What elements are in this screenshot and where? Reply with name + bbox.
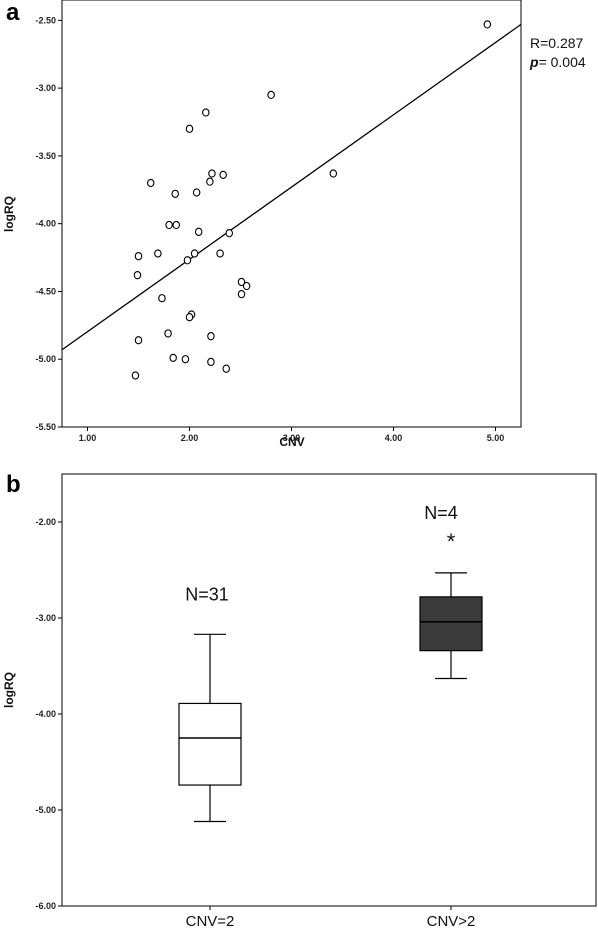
scatter-x-ticks: 1.00 2.00 3.00 4.00 5.00 [79, 427, 505, 443]
box-category-labels: CNV=2 CNV>2 [186, 906, 476, 930]
x-tick-label: 2.00 [181, 433, 199, 443]
iqr-box [419, 596, 483, 652]
scatter-point [183, 256, 192, 265]
scatter-point [237, 290, 246, 299]
y-tick-label: -3.50 [35, 151, 56, 161]
y-tick-label: -3.00 [35, 613, 56, 623]
scatter-plot-frame [61, 0, 522, 428]
x-tick-label: 3.00 [283, 433, 301, 443]
category-label: CNV>2 [427, 913, 476, 930]
scatter-point [267, 90, 275, 100]
panel-a-letter: a [6, 0, 20, 26]
y-tick-label: -5.00 [35, 354, 56, 364]
y-tick-label: -4.00 [35, 709, 56, 719]
box-y-axis-title: logRQ [2, 672, 16, 708]
y-tick-label: -2.50 [35, 15, 56, 25]
scatter-point [483, 20, 492, 29]
scatter-point [237, 277, 246, 287]
box-2: N=4 [419, 503, 483, 680]
scatter-point [216, 249, 224, 258]
correlation-p-value: p= 0.004 [529, 54, 586, 70]
panel-b-letter: b [6, 471, 21, 498]
box-plot-frame [61, 473, 597, 907]
box-plot-boxes: N=31 N=4 [178, 503, 483, 823]
p-symbol: p [529, 54, 539, 70]
scatter-point [202, 108, 210, 117]
x-tick-label: 1.00 [79, 433, 97, 443]
scatter-point [208, 169, 216, 178]
scatter-point [225, 229, 234, 238]
scatter-point [185, 124, 194, 133]
box-y-ticks: -2.00 -3.00 -4.00 -5.00 -6.00 [35, 517, 62, 911]
y-tick-label: -2.00 [35, 517, 56, 527]
scatter-plot: -2.50 -3.00 -3.50 -4.00 -4.50 -5.00 -5.50 1.00… [2, 0, 522, 449]
y-tick-label: -4.50 [35, 286, 56, 296]
scatter-point [219, 170, 227, 180]
scatter-point [194, 227, 203, 236]
y-tick-label: -5.00 [35, 805, 56, 815]
category-label: CNV=2 [186, 913, 235, 930]
scatter-x-axis-title: CNV [279, 435, 304, 449]
scatter-point [181, 355, 190, 364]
x-tick-label: 5.00 [487, 433, 505, 443]
scatter-point [131, 371, 140, 380]
box-1: N=31 [178, 584, 242, 823]
scatter-point [134, 252, 143, 261]
p-number: = 0.004 [539, 54, 586, 70]
scatter-point [164, 329, 172, 338]
scatter-point [133, 271, 142, 280]
scatter-points [131, 20, 492, 380]
scatter-point [242, 281, 251, 291]
scatter-point [207, 357, 215, 367]
scatter-y-ticks: -2.50 -3.00 -3.50 -4.00 -4.50 -5.00 -5.50 [35, 15, 62, 432]
y-tick-label: -4.00 [35, 219, 56, 229]
scatter-point [134, 336, 143, 345]
scatter-point [190, 249, 199, 258]
scatter-point [206, 177, 214, 186]
scatter-point [158, 294, 166, 303]
x-tick-label: 4.00 [385, 433, 403, 443]
scatter-point [329, 169, 338, 178]
sample-size-label: N=31 [185, 584, 229, 604]
scatter-point [172, 220, 180, 230]
scatter-point [192, 188, 201, 197]
y-tick-label: -3.00 [35, 83, 56, 93]
iqr-box [178, 702, 242, 786]
scatter-y-axis-title: logRQ [2, 196, 16, 232]
scatter-point [165, 220, 173, 230]
correlation-r-value: R=0.287 [530, 35, 584, 51]
scatter-point [222, 364, 230, 373]
box-plot: -2.00-3.00-4.00-5.00-6.00 N=31N=4 CNV=2 C… [2, 473, 597, 930]
scatter-point [154, 249, 162, 258]
scatter-point [146, 178, 155, 188]
scatter-point [185, 313, 194, 322]
scatter-point [169, 353, 177, 363]
y-tick-label: -6.00 [35, 901, 56, 911]
y-tick-label: -5.50 [35, 422, 56, 432]
scatter-point [207, 332, 215, 341]
sample-size-label: N=4 [424, 503, 458, 523]
scatter-point [171, 189, 179, 198]
significance-star: * [447, 529, 456, 554]
regression-line [61, 23, 522, 351]
